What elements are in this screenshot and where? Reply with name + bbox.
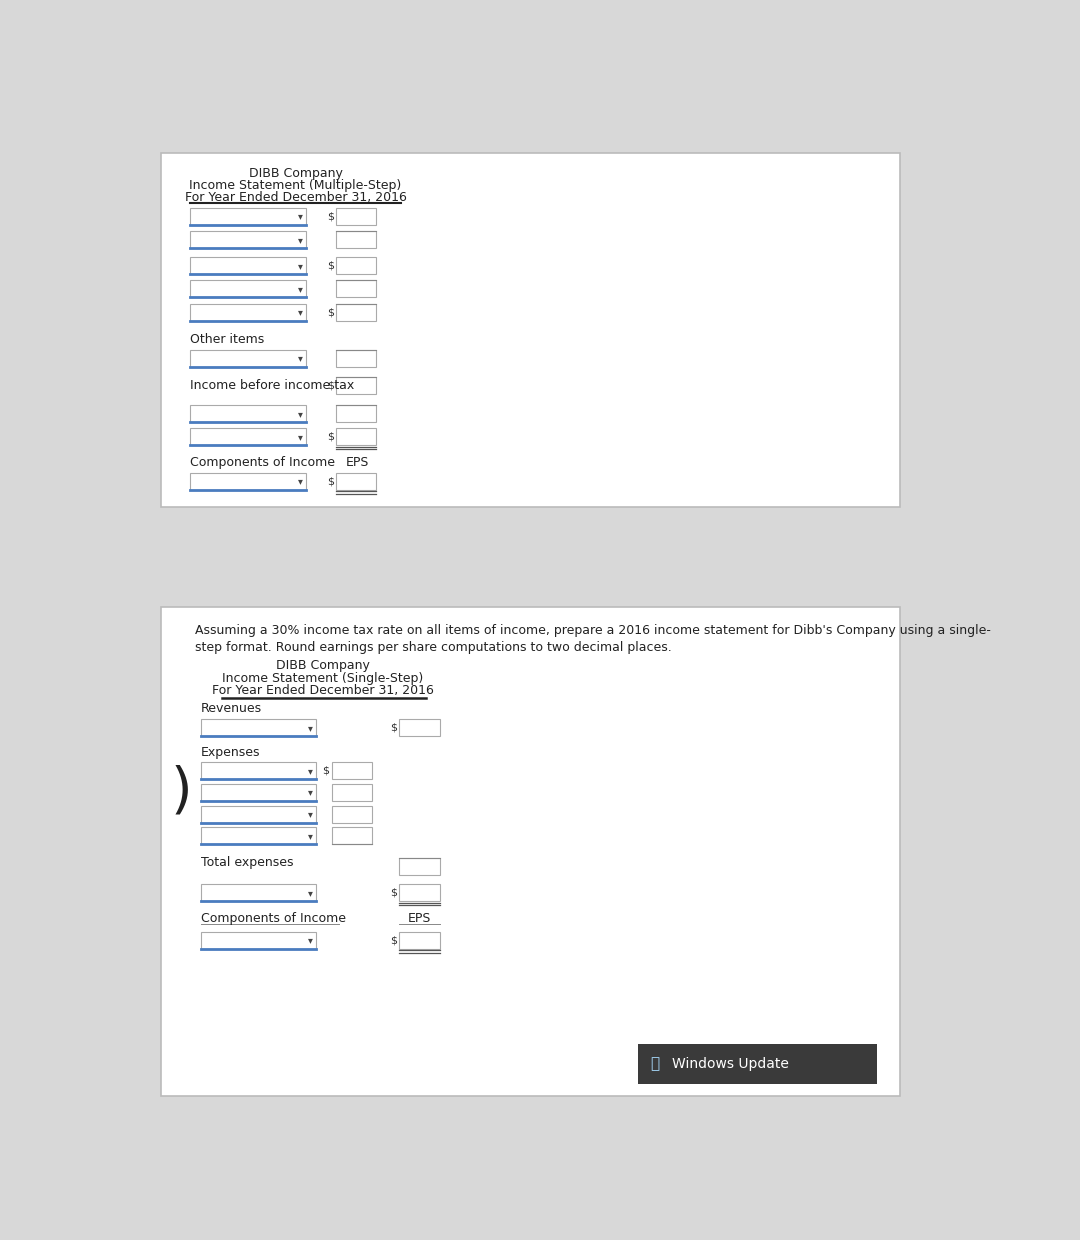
Text: Income Statement (Multiple-Step): Income Statement (Multiple-Step) [189,179,402,192]
Text: Windows Update: Windows Update [672,1056,789,1070]
Bar [400,858,440,875]
Bar [336,472,377,490]
Bar [161,606,900,1096]
Text: ▾: ▾ [298,308,302,317]
Text: For Year Ended December 31, 2016: For Year Ended December 31, 2016 [185,191,406,205]
Bar [332,763,372,780]
Bar [190,231,306,248]
Bar [201,763,316,780]
Text: ▾: ▾ [298,353,302,363]
Text: 🔄: 🔄 [650,1056,660,1071]
Bar [190,350,306,367]
Text: Components of Income: Components of Income [190,456,335,469]
Bar [400,884,440,901]
Text: DIBB Company: DIBB Company [248,166,342,180]
Bar [190,472,306,490]
Text: $: $ [327,381,334,391]
Text: ▾: ▾ [298,432,302,441]
Text: Total expenses: Total expenses [201,857,294,869]
Text: ▾: ▾ [309,723,313,733]
Bar [201,806,316,822]
Bar [190,405,306,422]
Bar [201,719,316,737]
Bar [336,231,377,248]
Bar [336,428,377,445]
Text: ▾: ▾ [298,234,302,244]
Text: ▾: ▾ [298,212,302,222]
Text: Components of Income: Components of Income [201,911,346,925]
Text: $: $ [390,935,397,945]
Bar [638,1044,877,1084]
Bar [161,153,900,507]
Text: Income Statement (Single-Step): Income Statement (Single-Step) [221,672,423,684]
Bar [336,208,377,224]
Text: $: $ [327,432,334,441]
Text: $: $ [327,308,334,317]
Bar [190,258,306,274]
Bar [190,280,306,298]
Text: Assuming a 30% income tax rate on all items of income, prepare a 2016 income sta: Assuming a 30% income tax rate on all it… [195,624,991,637]
Text: ): ) [170,765,191,818]
Bar [336,280,377,298]
Text: DIBB Company: DIBB Company [275,660,369,672]
Text: ▾: ▾ [298,260,302,270]
Text: ▾: ▾ [298,476,302,486]
Text: step format. Round earnings per share computations to two decimal places.: step format. Round earnings per share co… [195,641,672,653]
Text: ▾: ▾ [298,409,302,419]
Text: $: $ [327,476,334,486]
Bar [201,827,316,844]
Text: $: $ [323,766,329,776]
Bar [190,304,306,320]
Text: EPS: EPS [347,456,369,469]
Bar [190,428,306,445]
Bar [336,350,377,367]
Bar [336,405,377,422]
Bar [201,884,316,901]
Bar [336,377,377,394]
Bar [332,806,372,822]
Text: ▾: ▾ [309,787,313,797]
Bar [190,208,306,224]
Text: ▾: ▾ [309,766,313,776]
Text: $: $ [327,212,334,222]
Text: Other items: Other items [190,332,265,346]
Bar [201,784,316,801]
Text: ▾: ▾ [309,831,313,841]
Text: $: $ [327,260,334,270]
Bar [400,719,440,737]
Text: EPS: EPS [408,911,431,925]
Text: ▾: ▾ [298,284,302,294]
Text: ▾: ▾ [309,935,313,945]
Text: Revenues: Revenues [201,702,262,715]
Bar [332,827,372,844]
Bar [336,304,377,320]
Bar [201,932,316,949]
Bar [400,932,440,949]
Bar [336,258,377,274]
Text: $: $ [390,723,397,733]
Text: For Year Ended December 31, 2016: For Year Ended December 31, 2016 [212,684,433,697]
Text: ▾: ▾ [309,888,313,898]
Text: Income before income tax: Income before income tax [190,379,354,392]
Bar [332,784,372,801]
Text: ▾: ▾ [309,808,313,820]
Text: Expenses: Expenses [201,745,260,759]
Text: $: $ [390,888,397,898]
